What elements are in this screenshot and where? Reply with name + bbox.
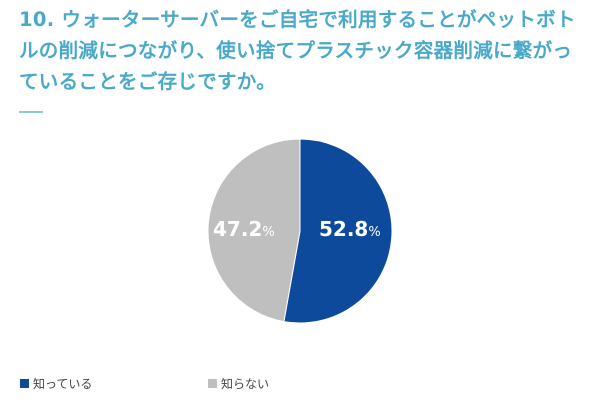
pie-slice-unknown: [207, 138, 301, 323]
slice-label-known: 52.8%: [319, 217, 381, 241]
legend-swatch-known: [20, 379, 29, 388]
legend-item-unknown: 知らない: [208, 375, 269, 392]
pie-chart: [206, 137, 394, 325]
legend-swatch-unknown: [208, 379, 217, 388]
legend-item-known: 知っている: [20, 375, 92, 392]
title-underline: [19, 111, 43, 113]
pie-slice-known: [283, 138, 393, 324]
slice-label-unknown: 47.2%: [213, 217, 275, 241]
chart-title: 10. ウォーターサーバーをご自宅で利用することがペットボトルの削減につながり、…: [19, 8, 576, 93]
